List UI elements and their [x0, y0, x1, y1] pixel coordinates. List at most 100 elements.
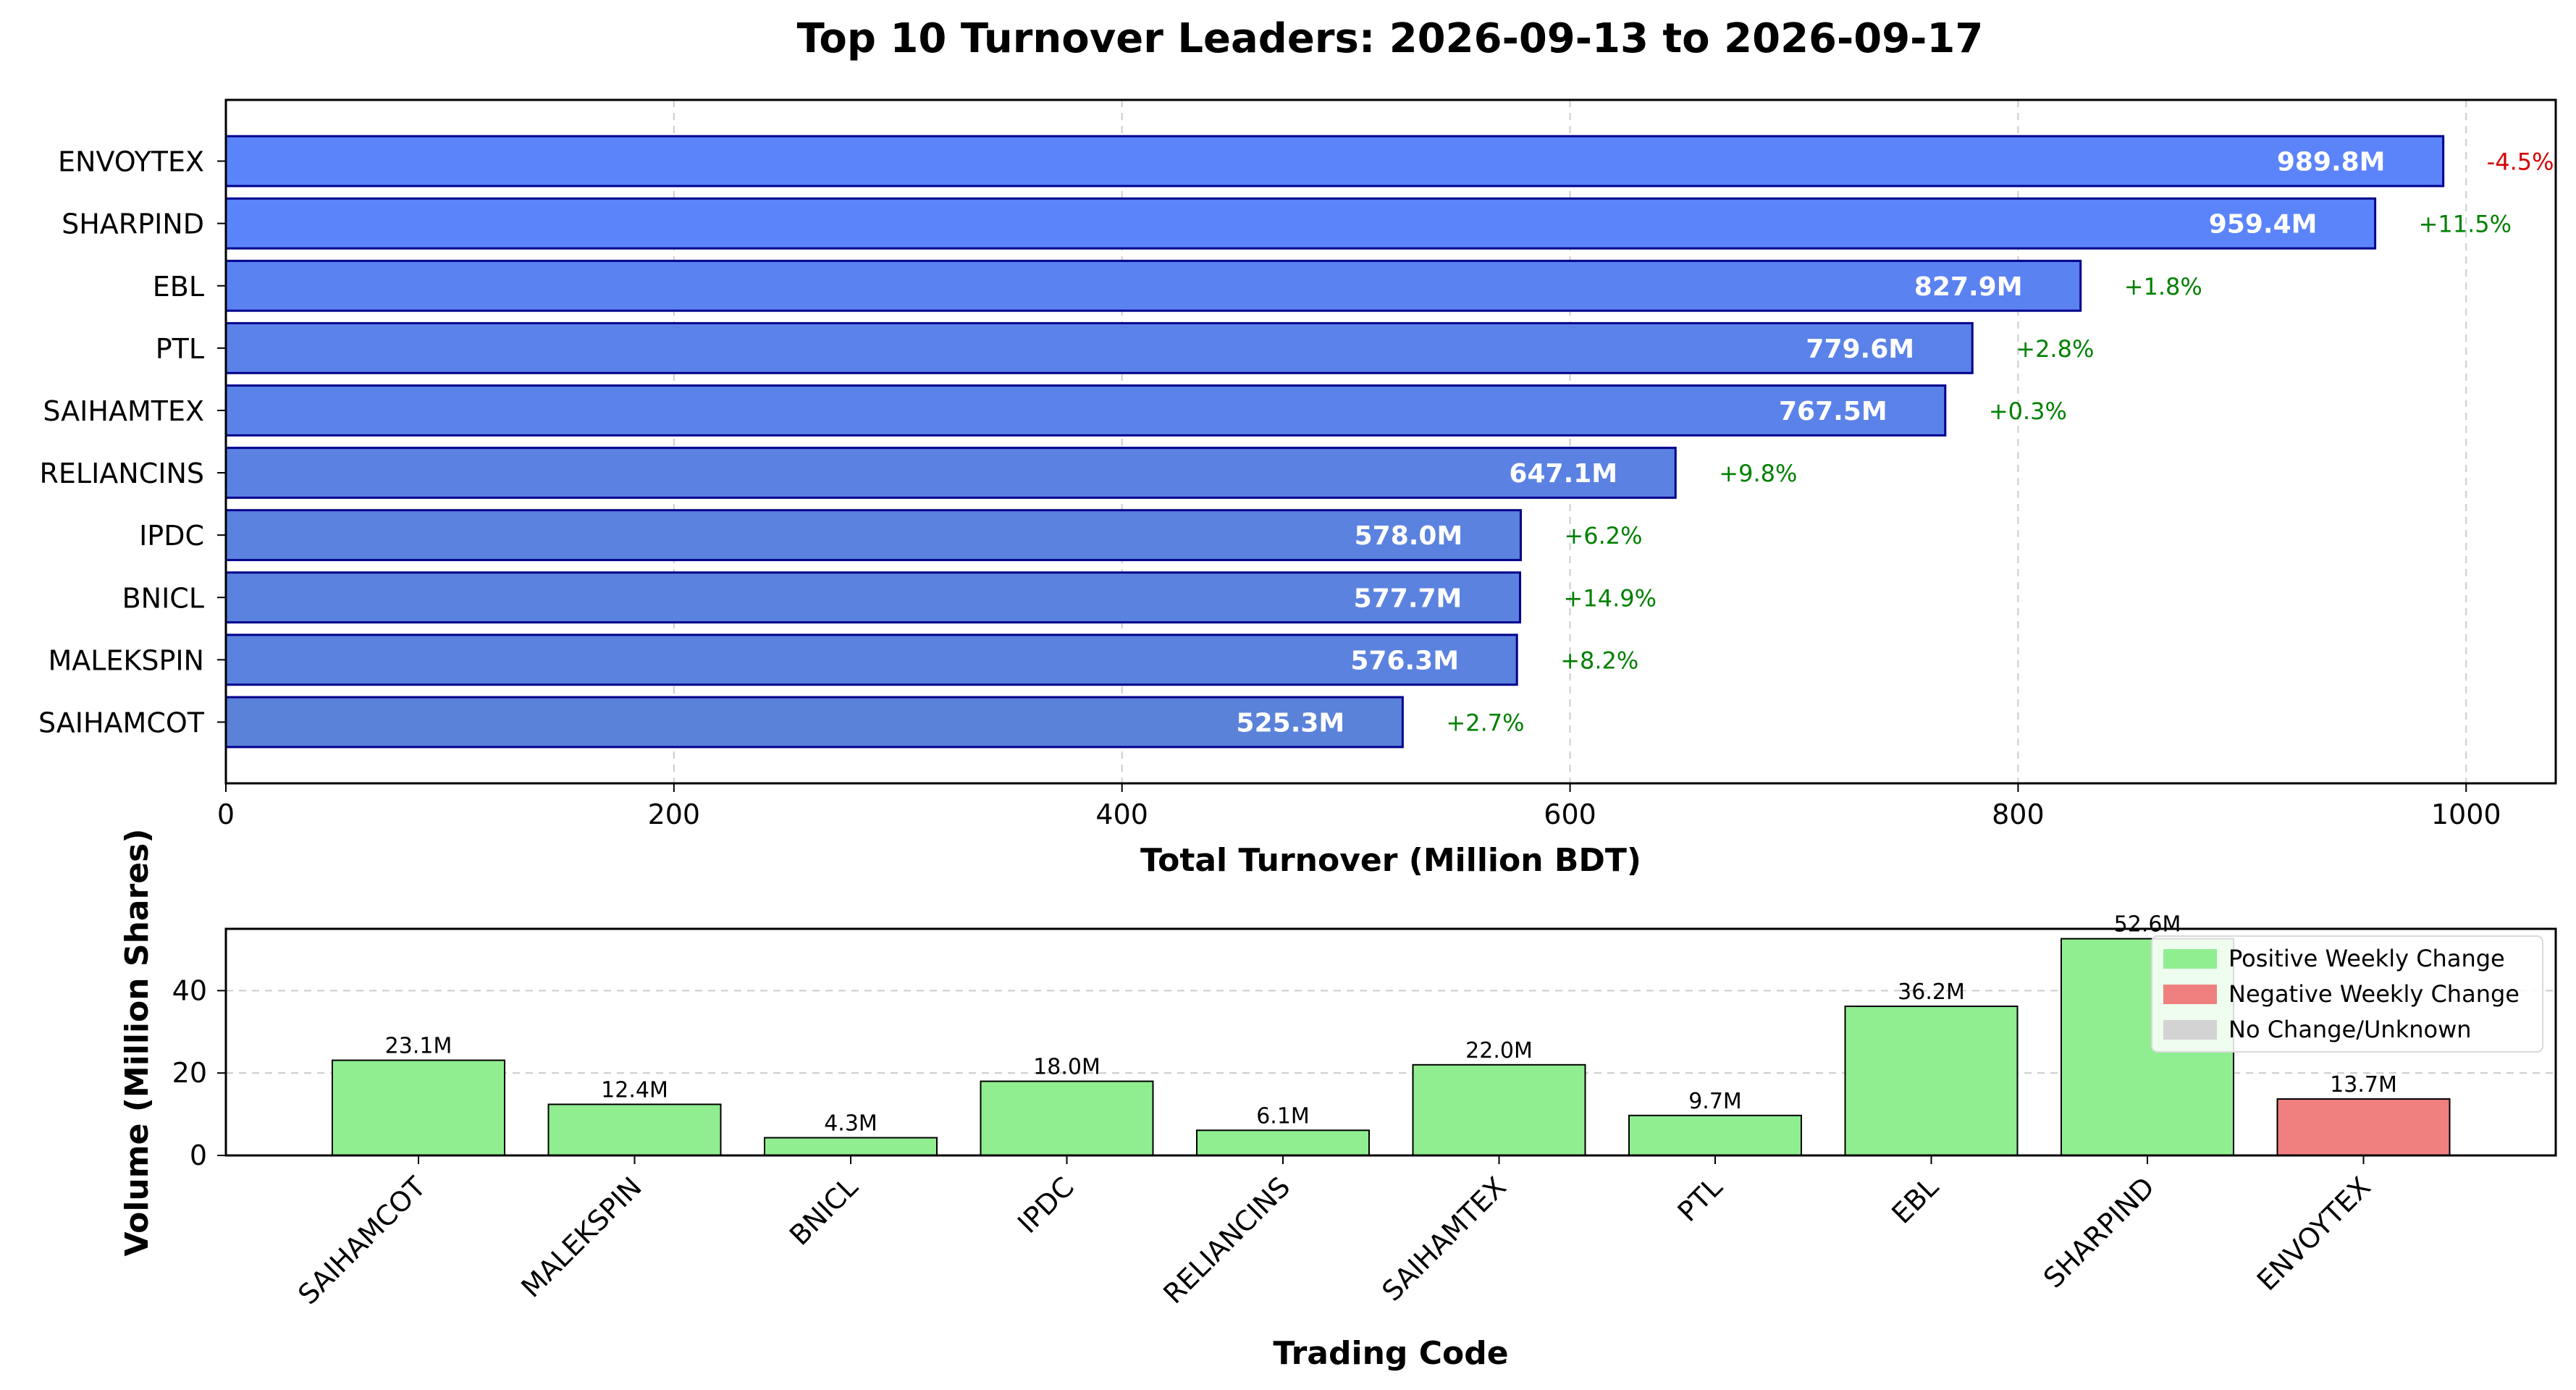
turnover-bars: 989.8M -4.5% 959.4M +11.5% 827.9M +1.8% 779.6M…	[224, 135, 2554, 749]
volume-y-tick-label: 40	[172, 974, 207, 1006]
volume-grid	[226, 990, 2556, 1074]
turnover-value-label: 959.4M	[2209, 210, 2318, 240]
volume-category-label: RELIANCINS	[1157, 1171, 1296, 1310]
volume-value-label: 18.0M	[1033, 1055, 1100, 1080]
turnover-value-label: 989.8M	[2277, 148, 2386, 177]
turnover-value-label: 827.9M	[1914, 272, 2023, 302]
turnover-change-label: +0.3%	[1989, 397, 2067, 425]
turnover-category-label: SAIHAMCOT	[38, 707, 205, 738]
turnover-category-label: EBL	[153, 271, 204, 303]
volume-value-label: 22.0M	[1465, 1038, 1533, 1063]
turnover-value-label: 525.3M	[1237, 708, 1345, 738]
volume-legend-label: Positive Weekly Change	[2228, 945, 2505, 972]
volume-value-label: 13.7M	[2330, 1072, 2397, 1098]
turnover-category-label: IPDC	[139, 520, 204, 552]
volume-category-label: BNICL	[783, 1171, 864, 1251]
volume-bar	[1628, 1114, 1802, 1157]
turnover-value-label: 647.1M	[1509, 459, 1617, 489]
turnover-category-label: MALEKSPIN	[48, 644, 204, 676]
volume-bar	[1196, 1129, 1370, 1156]
turnover-bar	[224, 135, 2445, 188]
turnover-change-label: +8.2%	[1560, 646, 1638, 674]
volume-y-axis-label: Volume (Million Shares)	[119, 829, 156, 1257]
turnover-bar-chart: 989.8M -4.5% 959.4M +11.5% 827.9M +1.8% 779.6M…	[38, 98, 2557, 830]
turnover-bar	[224, 696, 1404, 749]
turnover-change-label: +11.5%	[2419, 211, 2512, 238]
volume-category-label: ENVOYTEX	[2251, 1171, 2377, 1297]
volume-category-label: EBL	[1885, 1171, 1944, 1229]
volume-legend-label: No Change/Unknown	[2228, 1016, 2472, 1043]
volume-bar-chart: 23.1M 12.4M 4.3M 18.0M 6.1M 22.0M 9.7M 36.2M 52.…	[172, 912, 2557, 1310]
volume-y-tick-label: 0	[190, 1140, 207, 1171]
turnover-value-label: 578.0M	[1355, 521, 1463, 551]
turnover-category-label: SHARPIND	[62, 208, 204, 240]
volume-value-label: 12.4M	[601, 1077, 668, 1103]
turnover-bar	[224, 633, 1518, 686]
turnover-change-label: +2.7%	[1446, 709, 1524, 736]
turnover-x-tick-label: 600	[1544, 799, 1596, 830]
turnover-category-label: ENVOYTEX	[58, 146, 204, 178]
volume-bar	[332, 1059, 505, 1157]
volume-category-label: PTL	[1672, 1171, 1729, 1228]
turnover-bar	[224, 197, 2377, 250]
volume-value-label: 36.2M	[1898, 980, 1965, 1005]
turnover-bar	[224, 447, 1677, 499]
turnover-value-label: 577.7M	[1354, 584, 1462, 613]
turnover-bar	[224, 321, 1974, 374]
volume-legend-swatch	[2163, 985, 2217, 1004]
volume-category-label: IPDC	[1011, 1171, 1080, 1239]
turnover-change-label: -4.5%	[2487, 148, 2554, 176]
volume-value-label: 23.1M	[385, 1034, 453, 1059]
turnover-x-tick-label: 0	[217, 799, 235, 830]
volume-value-label: 52.6M	[2114, 912, 2181, 938]
chart-title: Top 10 Turnover Leaders: 2026-09-13 to 2…	[797, 15, 1984, 62]
turnover-change-label: +6.2%	[1564, 522, 1642, 549]
volume-legend-box	[2151, 935, 2543, 1053]
turnover-category-label: PTL	[156, 333, 204, 365]
turnover-category-label: SAIHAMTEX	[43, 395, 204, 427]
turnover-value-label: 767.5M	[1779, 397, 1887, 426]
volume-bar	[2276, 1098, 2451, 1156]
turnover-bar	[224, 571, 1522, 624]
volume-bar	[1844, 1005, 2019, 1157]
volume-category-label: SAIHAMCOT	[292, 1171, 432, 1311]
volume-legend: Positive Weekly Change Negative Weekly Ch…	[2151, 935, 2543, 1053]
volume-y-ticks: 0 20 40	[172, 974, 226, 1171]
turnover-bar	[224, 509, 1522, 562]
volume-y-tick-label: 20	[172, 1057, 207, 1089]
volume-plot-frame	[224, 927, 2557, 1157]
turnover-change-label: +2.8%	[2016, 335, 2094, 363]
volume-x-ticks: SAIHAMCOT MALEKSPIN BNICL IPDC RELIANCINS SAI…	[292, 1155, 2377, 1310]
volume-category-label: SHARPIND	[2037, 1171, 2160, 1294]
turnover-change-label: +14.9%	[1564, 584, 1657, 612]
volume-bar	[1412, 1063, 1586, 1157]
turnover-category-label: BNICL	[122, 582, 204, 614]
turnover-change-label: +1.8%	[2124, 273, 2202, 300]
volume-category-label: MALEKSPIN	[515, 1171, 648, 1304]
turnover-x-axis-label: Total Turnover (Million BDT)	[1140, 842, 1641, 879]
volume-bars: 23.1M 12.4M 4.3M 18.0M 6.1M 22.0M 9.7M 36.2M 52.…	[332, 912, 2451, 1157]
volume-legend-label: Negative Weekly Change	[2228, 980, 2520, 1008]
volume-bar	[980, 1080, 1154, 1156]
turnover-value-label: 576.3M	[1350, 646, 1459, 675]
turnover-bar	[224, 384, 1947, 437]
turnover-x-tick-label: 800	[1992, 799, 2045, 830]
volume-value-label: 9.7M	[1688, 1089, 1742, 1114]
volume-bar	[764, 1137, 938, 1156]
turnover-x-tick-label: 1000	[2431, 799, 2501, 830]
turnover-change-label: +9.8%	[1719, 460, 1797, 487]
turnover-plot-frame	[224, 98, 2557, 785]
turnover-category-label: RELIANCINS	[40, 458, 205, 489]
turnover-x-tick-label: 400	[1095, 799, 1148, 830]
volume-x-axis-label: Trading Code	[1273, 1335, 1508, 1372]
volume-value-label: 4.3M	[824, 1111, 877, 1137]
turnover-y-ticks: ENVOYTEX SHARPIND EBL PTL SAIHAMTEX RELIANCIN…	[38, 146, 226, 738]
turnover-x-ticks: 0 200 400 600 800 1000	[217, 783, 2501, 830]
volume-legend-swatch	[2163, 949, 2217, 969]
volume-value-label: 6.1M	[1256, 1103, 1310, 1129]
volume-category-label: SAIHAMTEX	[1376, 1171, 1512, 1307]
volume-bar	[547, 1103, 722, 1157]
volume-legend-swatch	[2163, 1020, 2217, 1040]
turnover-x-tick-label: 200	[648, 799, 701, 830]
